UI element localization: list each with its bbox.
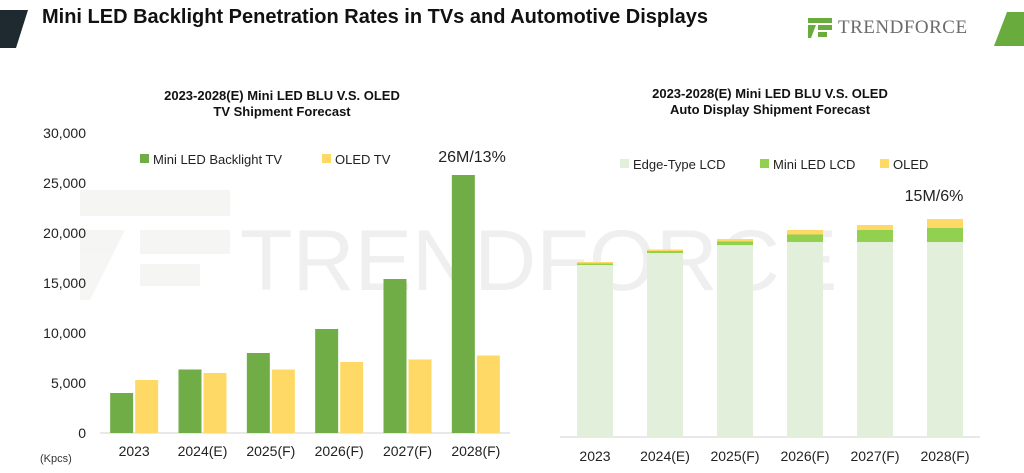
legend-label: Mini LED Backlight TV bbox=[153, 152, 282, 167]
oled-tv-bar bbox=[340, 362, 364, 433]
oled-bar bbox=[647, 249, 683, 251]
x-tick-label: 2023 bbox=[579, 448, 610, 464]
legend-label: OLED bbox=[893, 157, 928, 172]
mini-led-lcd-bar bbox=[787, 234, 823, 242]
oled-tv-bar bbox=[476, 355, 500, 433]
trendforce-logo-icon bbox=[808, 18, 832, 38]
tv-annotation: 26M/13% bbox=[438, 149, 506, 166]
y-tick-label: 0 bbox=[78, 425, 86, 441]
x-tick-label: 2028(F) bbox=[451, 443, 500, 459]
auto-display-chart: 2023 2024(E) 2025(F) 2026(F) 2027(F) 2028(F) E… bbox=[560, 157, 980, 464]
page-title: Mini LED Backlight Penetration Rates in … bbox=[42, 6, 709, 28]
y-tick-label: 10,000 bbox=[43, 325, 86, 341]
edge-type-lcd-bar bbox=[647, 253, 683, 437]
oled-tv-bar bbox=[135, 380, 159, 433]
y-tick-label: 15,000 bbox=[43, 275, 86, 291]
mini-led-lcd-bar bbox=[717, 241, 753, 245]
mini-led-lcd-bar bbox=[857, 230, 893, 242]
edge-type-lcd-bar bbox=[927, 242, 963, 437]
legend-swatch bbox=[620, 159, 629, 168]
legend-label: Edge-Type LCD bbox=[633, 157, 726, 172]
x-tick-label: 2026(F) bbox=[315, 443, 364, 459]
mini-led-tv-bar bbox=[110, 393, 134, 433]
x-tick-label: 2025(F) bbox=[710, 448, 759, 464]
mini-led-lcd-bar bbox=[647, 251, 683, 253]
legend-swatch bbox=[880, 159, 889, 168]
oled-bar bbox=[857, 225, 893, 230]
mini-led-tv-bar bbox=[315, 329, 339, 433]
y-tick-label: 30,000 bbox=[43, 125, 86, 141]
mini-led-tv-bar bbox=[451, 175, 475, 433]
legend-swatch bbox=[140, 154, 149, 163]
legend-swatch bbox=[760, 159, 769, 168]
legend-label: OLED TV bbox=[335, 152, 391, 167]
trendforce-logo: TRENDFORCE bbox=[808, 14, 968, 42]
y-tick-label: 25,000 bbox=[43, 175, 86, 191]
oled-bar bbox=[787, 230, 823, 235]
tv-chart-title-line1: 2023-2028(E) Mini LED BLU V.S. OLED bbox=[164, 88, 400, 103]
edge-type-lcd-bar bbox=[857, 242, 893, 437]
tv-chart-title-line2: TV Shipment Forecast bbox=[213, 104, 351, 119]
x-tick-label: 2024(E) bbox=[178, 443, 228, 459]
tv-shipment-chart: 0 5,000 10,000 15,000 20,000 25,000 30,000 (Kpc… bbox=[40, 125, 510, 465]
mini-led-tv-bar bbox=[383, 279, 407, 433]
oled-tv-bar bbox=[271, 369, 295, 433]
oled-bar bbox=[717, 239, 753, 242]
auto-annotation: 15M/6% bbox=[905, 188, 964, 205]
mini-led-tv-bar bbox=[178, 369, 202, 433]
x-tick-label: 2026(F) bbox=[780, 448, 829, 464]
edge-type-lcd-bar bbox=[717, 245, 753, 437]
mini-led-lcd-bar bbox=[927, 228, 963, 242]
header-right-accent bbox=[994, 12, 1024, 46]
x-tick-label: 2025(F) bbox=[246, 443, 295, 459]
mini-led-lcd-bar bbox=[577, 263, 613, 265]
oled-tv-bar bbox=[408, 359, 432, 433]
auto-chart-title-line2: Auto Display Shipment Forecast bbox=[669, 102, 871, 117]
x-tick-label: 2028(F) bbox=[920, 448, 969, 464]
y-tick-label: 20,000 bbox=[43, 225, 86, 241]
auto-chart-title-line1: 2023-2028(E) Mini LED BLU V.S. OLED bbox=[652, 86, 888, 101]
edge-type-lcd-bar bbox=[787, 242, 823, 437]
y-unit-label: (Kpcs) bbox=[40, 453, 72, 465]
header-left-accent bbox=[0, 10, 28, 48]
tv-chart-title: 2023-2028(E) Mini LED BLU V.S. OLED TV S… bbox=[112, 88, 452, 120]
brand-name: TRENDFORCE bbox=[838, 17, 968, 38]
legend-swatch bbox=[322, 154, 331, 163]
x-tick-label: 2024(E) bbox=[640, 448, 690, 464]
legend-label: Mini LED LCD bbox=[773, 157, 855, 172]
oled-tv-bar bbox=[203, 373, 227, 433]
auto-chart-title: 2023-2028(E) Mini LED BLU V.S. OLED Auto… bbox=[600, 86, 940, 118]
oled-bar bbox=[577, 262, 613, 264]
y-tick-label: 5,000 bbox=[51, 375, 86, 391]
edge-type-lcd-bar bbox=[577, 265, 613, 437]
header-bar: Mini LED Backlight Penetration Rates in … bbox=[0, 0, 1024, 58]
oled-bar bbox=[927, 219, 963, 228]
x-tick-label: 2027(F) bbox=[383, 443, 432, 459]
mini-led-tv-bar bbox=[246, 353, 270, 433]
x-tick-label: 2023 bbox=[119, 443, 150, 459]
x-tick-label: 2027(F) bbox=[850, 448, 899, 464]
